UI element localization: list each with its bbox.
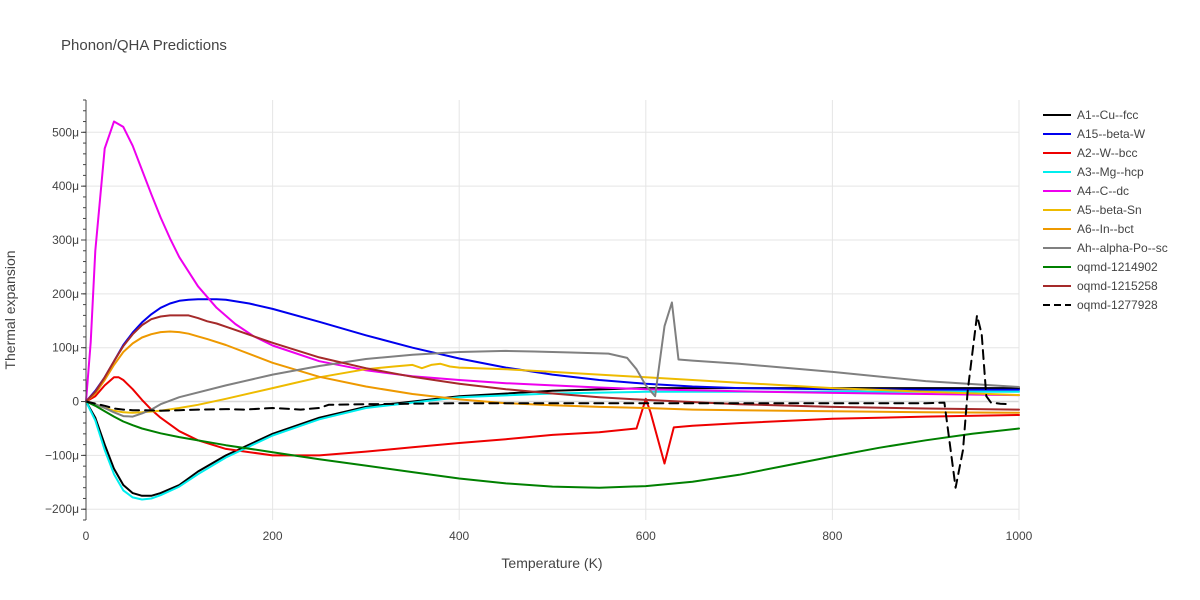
series-line bbox=[85, 330, 1020, 414]
series-line bbox=[85, 376, 1020, 465]
y-tick-label: −100μ bbox=[45, 448, 79, 462]
y-axis-title: Thermal expansion bbox=[2, 250, 18, 369]
x-tick-label: 1000 bbox=[1006, 529, 1033, 543]
series-line bbox=[85, 314, 1020, 411]
gridlines bbox=[86, 100, 1020, 520]
legend-label: oqmd-1215258 bbox=[1077, 279, 1158, 293]
series-line bbox=[85, 314, 1011, 489]
legend-label: A6--In--bct bbox=[1077, 222, 1134, 236]
series-lines bbox=[85, 120, 1020, 501]
series-line bbox=[85, 301, 1020, 418]
legend-label: A2--W--bcc bbox=[1077, 146, 1137, 160]
y-tick-label: 0 bbox=[72, 395, 79, 409]
legend-label: A5--beta-Sn bbox=[1077, 203, 1142, 217]
legend-label: oqmd-1214902 bbox=[1077, 260, 1158, 274]
x-tick-label: 600 bbox=[636, 529, 656, 543]
y-tick-label: 400μ bbox=[52, 179, 79, 193]
series-line bbox=[85, 390, 1020, 501]
legend-label: oqmd-1277928 bbox=[1077, 298, 1158, 312]
x-axis-title: Temperature (K) bbox=[501, 555, 602, 571]
chart-title: Phonon/QHA Predictions bbox=[61, 37, 227, 54]
y-tick-label: 500μ bbox=[52, 125, 79, 139]
y-tick-label: 100μ bbox=[52, 341, 79, 355]
series-line bbox=[85, 120, 1020, 403]
legend-label: A1--Cu--fcc bbox=[1077, 108, 1138, 122]
y-tick-label: 200μ bbox=[52, 287, 79, 301]
series-line bbox=[85, 400, 1020, 489]
legend-label: A3--Mg--hcp bbox=[1077, 165, 1144, 179]
x-tick-label: 800 bbox=[822, 529, 842, 543]
legend-label: Ah--alpha-Po--sc bbox=[1077, 241, 1168, 255]
y-tick-label: 300μ bbox=[52, 233, 79, 247]
x-tick-label: 400 bbox=[449, 529, 469, 543]
legend: A1--Cu--fcc A15--beta-W A2--W--bcc A3--Mg--… bbox=[1043, 108, 1168, 312]
x-tick-label: 200 bbox=[263, 529, 283, 543]
legend-label: A4--C--dc bbox=[1077, 184, 1129, 198]
x-tick-label: 0 bbox=[83, 529, 90, 543]
y-tick-label: −200μ bbox=[45, 502, 79, 516]
axes: −200μ −100μ 0 100μ 200μ 300μ 400μ 500μ 0 200 400 60… bbox=[45, 99, 1033, 543]
series-line bbox=[85, 387, 1020, 497]
legend-label: A15--beta-W bbox=[1077, 127, 1146, 141]
series-line bbox=[85, 362, 1020, 414]
